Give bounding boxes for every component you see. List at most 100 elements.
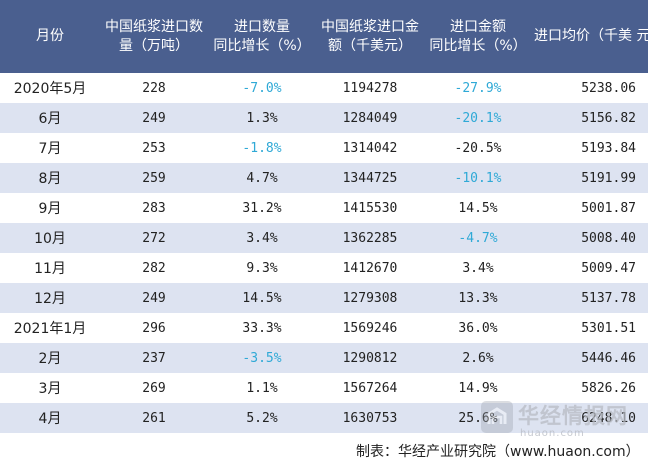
- month-cell-value: 7月: [38, 141, 62, 157]
- price-cell: 5446.46: [532, 343, 648, 373]
- month-cell-value: 2021年1月: [13, 321, 87, 337]
- price-cell: 5301.51: [532, 313, 648, 343]
- month-cell: 9月: [0, 193, 100, 223]
- qty-cell: 296: [100, 313, 208, 343]
- qty-yoy-cell-value: 14.5%: [242, 290, 282, 306]
- amount-cell: 1569246: [316, 313, 424, 343]
- qty-cell: 249: [100, 103, 208, 133]
- month-cell-value: 4月: [38, 411, 62, 427]
- qty-yoy-cell-value: 33.3%: [242, 320, 282, 336]
- qty-yoy-cell: -7.0%: [208, 73, 316, 103]
- price-cell: 5009.47: [532, 253, 648, 283]
- amount-yoy-cell: 14.5%: [424, 193, 532, 223]
- price-cell: 5826.26: [532, 373, 648, 403]
- table-row: 3月 269 1.1% 1567264 14.9% 5826.26: [0, 373, 648, 403]
- qty-cell: 283: [100, 193, 208, 223]
- month-cell: 7月: [0, 133, 100, 163]
- month-cell: 8月: [0, 163, 100, 193]
- table-row: 8月 259 4.7% 1344725 -10.1% 5191.99: [0, 163, 648, 193]
- table-row: 2021年1月 296 33.3% 1569246 36.0% 5301.51: [0, 313, 648, 343]
- qty-yoy-cell-value: 31.2%: [242, 200, 282, 216]
- amount-yoy-cell-value: -27.9%: [454, 80, 502, 96]
- amount-yoy-cell: -20.1%: [424, 103, 532, 133]
- month-cell: 11月: [0, 253, 100, 283]
- qty-cell: 259: [100, 163, 208, 193]
- qty-cell-value: 249: [142, 290, 166, 306]
- source-note: 制表：华经产业研究院（www.huaon.com）: [356, 444, 640, 460]
- amount-cell: 1194278: [316, 73, 424, 103]
- amount-cell-value: 1569246: [342, 320, 398, 336]
- month-cell: 12月: [0, 283, 100, 313]
- import-data-table: 月份 中国纸浆进口数 量（万吨） 进口数量 同比增长（%） 中国纸浆进口金 额（…: [0, 0, 648, 433]
- amount-yoy-cell-value: 3.4%: [462, 260, 494, 276]
- price-cell: 5191.99: [532, 163, 648, 193]
- qty-cell-value: 296: [142, 320, 166, 336]
- price-cell-value: 5193.84: [581, 140, 636, 156]
- price-cell-value: 5008.40: [581, 230, 636, 246]
- month-cell-value: 2月: [38, 351, 62, 367]
- amount-cell-value: 1630753: [342, 410, 398, 426]
- amount-cell: 1415530: [316, 193, 424, 223]
- month-cell-value: 8月: [38, 171, 62, 187]
- price-cell-value: 5009.47: [581, 260, 636, 276]
- qty-cell: 249: [100, 283, 208, 313]
- qty-yoy-cell-value: 3.4%: [246, 230, 278, 246]
- qty-cell-value: 269: [142, 380, 166, 396]
- amount-cell-value: 1194278: [342, 80, 398, 96]
- qty-yoy-cell: -1.8%: [208, 133, 316, 163]
- qty-cell: 261: [100, 403, 208, 433]
- qty-yoy-cell: 3.4%: [208, 223, 316, 253]
- price-cell: 6248.10: [532, 403, 648, 433]
- amount-cell-value: 1279308: [342, 290, 398, 306]
- amount-cell-value: 1567264: [342, 380, 398, 396]
- month-cell: 10月: [0, 223, 100, 253]
- table-row: 2020年5月 228 -7.0% 1194278 -27.9% 5238.06: [0, 73, 648, 103]
- price-cell: 5008.40: [532, 223, 648, 253]
- header-import-amount: 中国纸浆进口金 额（千美元）: [321, 18, 419, 54]
- price-cell-value: 5301.51: [581, 320, 636, 336]
- qty-yoy-cell-value: 5.2%: [246, 410, 278, 426]
- qty-yoy-cell: 1.1%: [208, 373, 316, 403]
- qty-yoy-cell: 33.3%: [208, 313, 316, 343]
- qty-cell-value: 272: [142, 230, 166, 246]
- amount-yoy-cell: -10.1%: [424, 163, 532, 193]
- amount-cell-value: 1314042: [342, 140, 398, 156]
- month-cell: 4月: [0, 403, 100, 433]
- qty-yoy-cell-value: -7.0%: [242, 80, 282, 96]
- header-avg-price: 进口均价（千美 元/万吨）: [534, 28, 648, 44]
- amount-cell: 1290812: [316, 343, 424, 373]
- qty-yoy-cell-value: 9.3%: [246, 260, 278, 276]
- month-cell: 3月: [0, 373, 100, 403]
- price-cell: 5137.78: [532, 283, 648, 313]
- price-cell: 5238.06: [532, 73, 648, 103]
- amount-yoy-cell: 3.4%: [424, 253, 532, 283]
- qty-yoy-cell: 5.2%: [208, 403, 316, 433]
- amount-yoy-cell-value: -20.5%: [454, 140, 502, 156]
- amount-yoy-cell: -4.7%: [424, 223, 532, 253]
- amount-yoy-cell-value: -20.1%: [454, 110, 502, 126]
- amount-yoy-cell: 13.3%: [424, 283, 532, 313]
- amount-yoy-cell-value: 13.3%: [458, 290, 498, 306]
- amount-yoy-cell: 14.9%: [424, 373, 532, 403]
- qty-cell: 269: [100, 373, 208, 403]
- qty-cell-value: 283: [142, 200, 166, 216]
- table-row: 6月 249 1.3% 1284049 -20.1% 5156.82: [0, 103, 648, 133]
- qty-yoy-cell-value: -1.8%: [242, 140, 282, 156]
- price-cell-value: 5137.78: [581, 290, 636, 306]
- amount-yoy-cell-value: 2.6%: [462, 350, 494, 366]
- amount-cell: 1412670: [316, 253, 424, 283]
- amount-cell: 1630753: [316, 403, 424, 433]
- qty-cell-value: 253: [142, 140, 166, 156]
- amount-cell: 1362285: [316, 223, 424, 253]
- header-month: 月份: [36, 28, 64, 44]
- header-import-qty: 中国纸浆进口数 量（万吨）: [105, 18, 203, 54]
- table-row: 2月 237 -3.5% 1290812 2.6% 5446.46: [0, 343, 648, 373]
- month-cell-value: 12月: [34, 291, 66, 307]
- amount-cell-value: 1362285: [342, 230, 398, 246]
- table-header-row: 月份 中国纸浆进口数 量（万吨） 进口数量 同比增长（%） 中国纸浆进口金 额（…: [0, 0, 648, 73]
- table-row: 7月 253 -1.8% 1314042 -20.5% 5193.84: [0, 133, 648, 163]
- month-cell-value: 2020年5月: [13, 81, 87, 97]
- amount-yoy-cell-value: -10.1%: [454, 170, 502, 186]
- qty-yoy-cell: 4.7%: [208, 163, 316, 193]
- qty-yoy-cell-value: 1.1%: [246, 380, 278, 396]
